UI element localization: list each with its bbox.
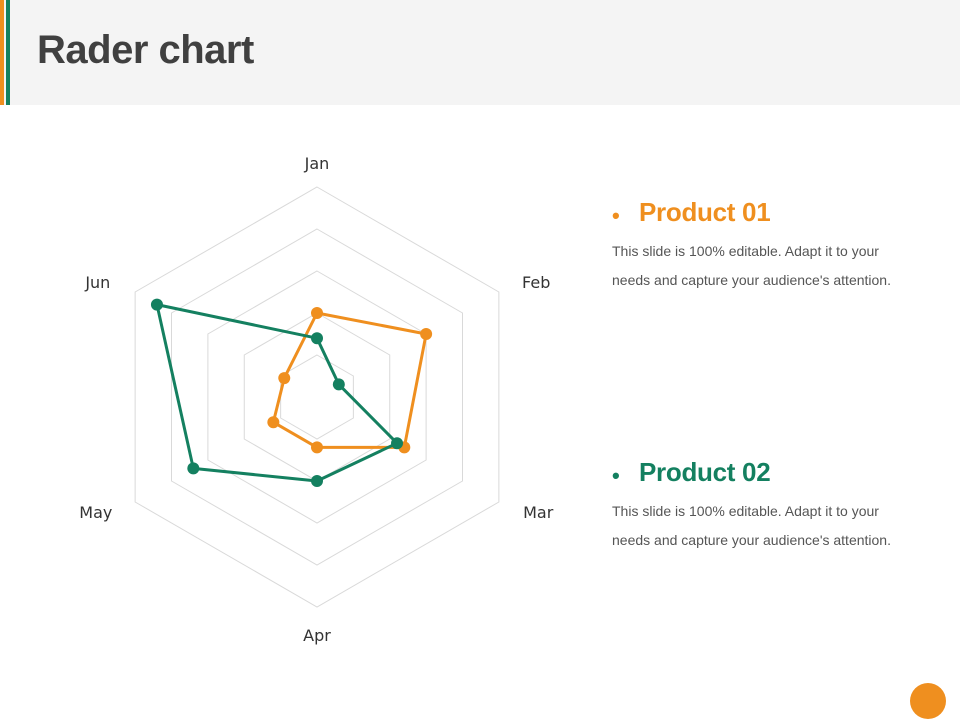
grid-ring xyxy=(171,228,463,566)
page-title: Rader chart xyxy=(37,28,254,72)
data-point-2-may xyxy=(187,462,200,475)
data-point-1-apr xyxy=(311,441,323,454)
data-point-1-feb xyxy=(420,328,433,340)
data-point-2-feb xyxy=(332,378,345,391)
legend-description: This slide is 100% editable. Adapt it to… xyxy=(612,243,891,288)
accent-bar-green xyxy=(6,0,10,105)
data-point-1-may xyxy=(267,416,280,429)
legend-bullet: • xyxy=(612,463,620,488)
accent-bar-orange xyxy=(0,0,4,105)
axis-label-apr: Apr xyxy=(303,626,331,645)
axis-label-may: May xyxy=(79,503,112,522)
data-point-1-jun xyxy=(278,372,291,385)
data-point-2-jan xyxy=(311,332,323,345)
radar-chart: Jan Feb Mar Apr May Jun xyxy=(79,154,554,645)
title-bar: Rader chart xyxy=(0,0,960,105)
data-point-2-apr xyxy=(311,475,323,487)
legend-bullet: • xyxy=(612,203,620,228)
axis-label-jan: Jan xyxy=(304,154,330,173)
data-point-2-jun xyxy=(150,298,163,311)
series-line-2 xyxy=(155,303,399,483)
axis-label-jun: Jun xyxy=(84,273,110,292)
data-point-1-jan xyxy=(311,307,323,319)
legend-product-01: • Product 01 This slide is 100% editable… xyxy=(612,197,912,295)
legend-description: This slide is 100% editable. Adapt it to… xyxy=(612,503,891,548)
legend-title: Product 02 xyxy=(639,457,771,487)
legend-title: Product 01 xyxy=(639,197,771,227)
decorative-dot xyxy=(910,683,946,719)
grid-ring xyxy=(280,354,354,440)
axis-label-mar: Mar xyxy=(523,503,554,522)
legend-product-02: • Product 02 This slide is 100% editable… xyxy=(612,457,912,555)
axis-label-feb: Feb xyxy=(522,273,550,292)
grid-ring xyxy=(134,186,500,608)
data-point-2-mar xyxy=(391,437,404,450)
